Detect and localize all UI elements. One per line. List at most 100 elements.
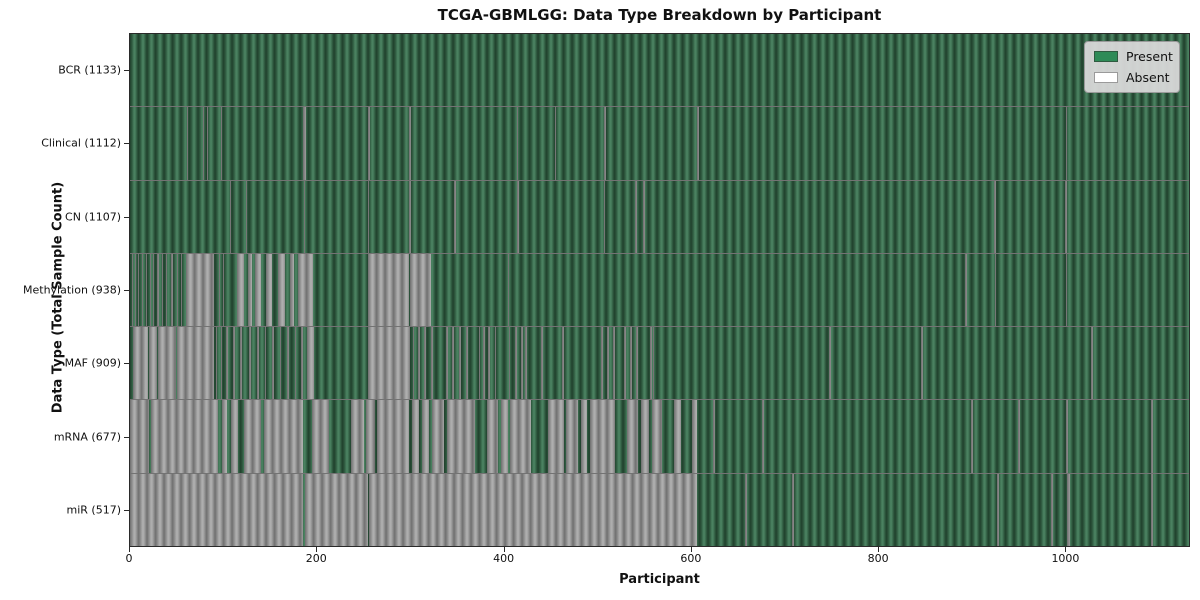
absent-segment-MAF — [520, 327, 523, 400]
x-tick-mark — [878, 547, 880, 552]
absent-segment-MAF — [653, 327, 655, 400]
absent-segment-Methylation — [161, 253, 163, 327]
present-fill-MAF — [130, 327, 1189, 400]
x-tick-label-1000: 1000 — [1051, 552, 1080, 565]
absent-segment-CN — [643, 180, 645, 253]
absent-segment-mRNA — [446, 400, 475, 473]
absent-segment-Methylation — [134, 253, 136, 327]
y-tick-mark — [124, 290, 129, 291]
absent-segment-MAF — [635, 327, 638, 400]
absent-segment-Clinical — [302, 107, 306, 180]
absent-segment-mRNA — [263, 400, 303, 473]
y-tick-label-miR: miR (517) — [66, 503, 122, 517]
absent-segment-mRNA — [510, 400, 531, 473]
y-tick-label-mRNA: mRNA (677) — [53, 430, 121, 444]
row-Methylation — [130, 253, 1189, 328]
absent-segment-miR — [791, 473, 794, 546]
absent-segment-Clinical — [187, 107, 189, 180]
legend-entry-present: Present — [1094, 49, 1173, 64]
absent-segment-CN — [454, 180, 457, 253]
absent-segment-mRNA — [130, 400, 149, 473]
absent-segment-miR — [130, 473, 303, 546]
absent-segment-MAF — [829, 327, 831, 400]
row-CN — [130, 180, 1189, 254]
absent-segment-MAF — [215, 327, 217, 400]
absent-segment-mRNA — [1150, 400, 1153, 473]
absent-segment-Methylation — [153, 253, 155, 327]
absent-segment-MAF — [466, 327, 469, 400]
absent-segment-mRNA — [421, 400, 430, 473]
absent-segment-Methylation — [277, 253, 286, 327]
absent-segment-mRNA — [547, 400, 564, 473]
absent-segment-MAF — [272, 327, 274, 400]
legend: Present Absent — [1084, 41, 1180, 93]
y-tick-label-BCR: BCR (1133) — [58, 63, 121, 77]
absent-segment-mRNA — [376, 400, 410, 473]
absent-segment-Methylation — [994, 253, 996, 327]
legend-swatch-present — [1094, 51, 1118, 62]
y-tick-label-Clinical: Clinical (1112) — [41, 136, 121, 150]
absent-segment-mRNA — [1017, 400, 1020, 473]
absent-segment-Clinical — [206, 107, 208, 180]
absent-segment-CN — [409, 180, 412, 253]
present-fill-BCR — [130, 34, 1189, 107]
absent-segment-mRNA — [244, 400, 261, 473]
absent-segment-MAF — [301, 327, 303, 400]
absent-segment-mRNA — [230, 400, 239, 473]
absent-segment-Methylation — [149, 253, 151, 327]
y-tick-mark — [124, 143, 129, 145]
absent-segment-CN — [603, 180, 605, 253]
x-tick-mark — [316, 547, 318, 552]
absent-segment-MAF — [515, 327, 517, 400]
absent-segment-mRNA — [761, 400, 764, 473]
absent-segment-MAF — [158, 327, 176, 400]
absent-segment-Methylation — [368, 253, 409, 327]
absent-segment-Methylation — [410, 253, 431, 327]
absent-segment-Methylation — [266, 253, 273, 327]
absent-segment-Clinical — [555, 107, 557, 180]
absent-segment-MAF — [630, 327, 632, 400]
absent-segment-mRNA — [971, 400, 974, 473]
x-tick-label-200: 200 — [305, 552, 327, 565]
absent-segment-Methylation — [247, 253, 252, 327]
absent-segment-MAF — [459, 327, 461, 400]
absent-segment-MAF — [624, 327, 627, 400]
chart-title: TCGA-GBMLGG: Data Type Breakdown by Part… — [437, 6, 882, 24]
absent-segment-Methylation — [176, 253, 178, 327]
x-tick-mark — [503, 547, 505, 552]
x-tick-label-400: 400 — [493, 552, 515, 565]
absent-segment-MAF — [508, 327, 511, 400]
absent-segment-mRNA — [627, 400, 639, 473]
y-tick-mark — [124, 69, 129, 71]
absent-segment-mRNA — [641, 400, 649, 473]
absent-segment-Methylation — [171, 253, 173, 327]
absent-segment-MAF — [487, 327, 490, 400]
absent-segment-CN — [1064, 180, 1067, 253]
absent-segment-MAF — [176, 327, 215, 400]
absent-segment-mRNA — [673, 400, 681, 473]
absent-segment-mRNA — [365, 400, 375, 473]
absent-segment-Clinical — [202, 107, 204, 180]
x-tick-mark — [690, 547, 692, 552]
absent-segment-mRNA — [501, 400, 508, 473]
absent-segment-Methylation — [181, 253, 183, 327]
absent-segment-miR — [1050, 473, 1053, 546]
absent-segment-MAF — [606, 327, 609, 400]
legend-label-present: Present — [1126, 49, 1173, 64]
absent-segment-MAF — [248, 327, 251, 400]
row-BCR — [130, 34, 1189, 108]
absent-segment-Methylation — [218, 253, 220, 327]
absent-segment-MAF — [306, 327, 315, 400]
absent-segment-miR — [304, 473, 369, 546]
absent-segment-Methylation — [138, 253, 140, 327]
absent-segment-MAF — [541, 327, 544, 400]
absent-segment-Clinical — [516, 107, 518, 180]
absent-segment-MAF — [445, 327, 448, 400]
absent-segment-MAF — [613, 327, 616, 400]
absent-segment-mRNA — [589, 400, 616, 473]
y-tick-mark — [124, 510, 129, 512]
absent-segment-MAF — [226, 327, 229, 400]
absent-segment-miR — [745, 473, 747, 546]
absent-segment-Clinical — [220, 107, 222, 180]
